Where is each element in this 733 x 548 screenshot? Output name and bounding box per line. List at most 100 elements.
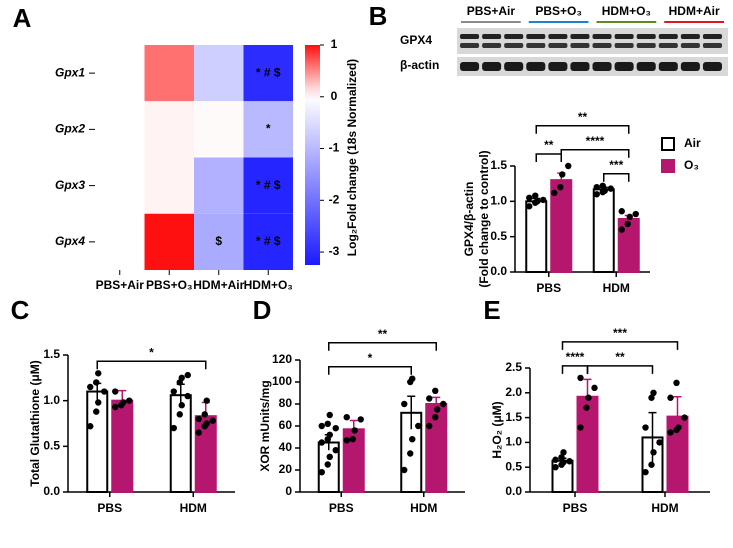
data-point <box>184 392 191 400</box>
blot-background <box>457 28 728 54</box>
data-point <box>593 184 600 191</box>
data-point <box>324 461 331 468</box>
blot-band <box>680 62 700 71</box>
significance-bracket <box>535 125 630 134</box>
significance-bracket <box>603 173 630 182</box>
blot-group-label: HDM+O₃ <box>602 4 651 18</box>
data-point <box>426 422 433 430</box>
panel-letter: E <box>483 295 500 325</box>
blot-band <box>482 34 502 39</box>
y-tick-label: 0.5 <box>490 229 507 243</box>
blot-band <box>526 43 546 48</box>
data-point <box>332 425 339 432</box>
blot-band <box>614 34 634 39</box>
data-point <box>401 466 408 474</box>
blot-band <box>570 62 590 71</box>
blot-band <box>504 62 524 71</box>
colorbar-tick-label: -3 <box>329 244 340 258</box>
blot-band <box>592 62 612 71</box>
heatmap-cell <box>95 101 145 158</box>
blot-band <box>460 43 480 48</box>
significance-bracket <box>561 365 589 374</box>
data-point <box>607 185 614 192</box>
blot-band <box>680 43 700 48</box>
bar <box>111 399 134 493</box>
data-point <box>618 208 625 215</box>
data-point <box>87 383 94 391</box>
data-point <box>351 427 358 434</box>
y-tick-label: 0.5 <box>505 459 522 473</box>
bar <box>525 200 548 273</box>
blot-band <box>636 62 656 71</box>
heatmap-cell <box>144 213 194 270</box>
data-point <box>552 464 559 471</box>
blot-band <box>658 62 678 71</box>
heatmap-cell <box>243 213 293 270</box>
significance-label: * <box>368 351 373 365</box>
data-point <box>95 399 102 406</box>
y-tick-label: 0.5 <box>43 439 60 453</box>
data-point <box>357 416 364 423</box>
data-point <box>585 394 592 401</box>
col-label: PBS+O₃ <box>146 278 193 292</box>
x-tick-label: PBS <box>536 281 561 295</box>
row-label: Gpx1 <box>55 65 85 79</box>
blot-band <box>614 43 634 48</box>
data-point <box>526 203 533 210</box>
y-tick-label: 0.0 <box>490 264 507 278</box>
blot-band <box>460 62 480 71</box>
y-tick-label: 2.0 <box>505 385 522 399</box>
significance-label: ** <box>578 110 588 124</box>
bar <box>592 188 615 274</box>
blot-band <box>526 34 546 39</box>
blot-band <box>658 34 678 39</box>
heatmap-cell <box>144 45 194 102</box>
data-point <box>642 424 649 431</box>
blot-band <box>482 43 502 48</box>
data-point <box>681 414 688 421</box>
significance-label: ** <box>378 327 388 341</box>
y-tick-label: 20 <box>279 462 293 476</box>
significance-label: **** <box>586 134 605 148</box>
data-point <box>318 469 325 476</box>
data-point <box>434 406 441 413</box>
blot-band <box>658 43 678 48</box>
data-point <box>95 370 102 377</box>
colorbar-tick-label: 1 <box>331 37 338 51</box>
significance-bracket <box>560 149 630 158</box>
y-axis-label: H₂O₂ (μM) <box>490 401 504 458</box>
blot-band <box>460 34 480 39</box>
data-point <box>195 415 202 423</box>
data-point <box>343 437 350 444</box>
y-tick-label: 100 <box>272 374 292 388</box>
blot-band <box>702 43 722 48</box>
x-tick-label: HDM <box>410 501 437 515</box>
data-point <box>667 394 674 401</box>
data-point <box>526 194 533 201</box>
y-tick-label: 0.0 <box>43 484 60 498</box>
blot-band <box>636 34 656 39</box>
data-point <box>626 213 633 221</box>
data-point <box>532 192 539 199</box>
data-point <box>559 171 566 178</box>
data-point <box>577 424 584 431</box>
data-point <box>566 458 573 465</box>
data-point <box>583 404 590 411</box>
y-tick-label: 1.0 <box>490 194 507 208</box>
legend-label: Air <box>684 136 701 150</box>
data-point <box>326 411 333 419</box>
heatmap-cell <box>144 157 194 214</box>
data-point <box>112 388 119 395</box>
blot-row-label: GPX4 <box>400 33 432 47</box>
y-tick-label: 40 <box>279 440 293 454</box>
colorbar <box>305 45 320 265</box>
data-point <box>577 374 584 382</box>
data-point <box>593 191 600 198</box>
data-point <box>551 189 558 197</box>
panel-letter: A <box>13 3 32 33</box>
data-point <box>324 420 331 427</box>
x-tick-label: HDM <box>603 281 630 295</box>
row-label: Gpx3 <box>55 178 85 192</box>
blot-band <box>504 43 524 48</box>
data-point <box>591 384 598 392</box>
